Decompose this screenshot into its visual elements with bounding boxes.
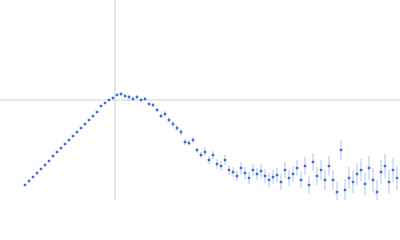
data-point <box>167 118 171 122</box>
data-point <box>239 166 243 170</box>
data-point <box>203 150 207 154</box>
data-point <box>79 126 83 130</box>
data-point <box>267 178 271 182</box>
data-point <box>99 104 103 108</box>
data-point <box>143 97 147 101</box>
data-point <box>279 180 283 184</box>
data-point <box>163 112 167 116</box>
data-point <box>375 190 379 194</box>
data-point <box>31 175 35 179</box>
data-point <box>223 158 227 162</box>
data-point <box>331 178 335 182</box>
data-point <box>311 160 315 164</box>
data-point <box>107 98 111 102</box>
data-point <box>179 130 183 134</box>
data-point <box>247 176 251 180</box>
data-point <box>191 138 195 142</box>
data-point <box>27 179 31 183</box>
data-point <box>259 169 263 173</box>
data-point <box>135 95 139 99</box>
data-point <box>175 126 179 130</box>
data-point <box>343 188 347 192</box>
data-point <box>95 110 99 114</box>
data-point <box>43 163 47 167</box>
data-point <box>355 172 359 176</box>
data-point <box>67 138 71 142</box>
data-point <box>199 153 203 157</box>
data-point <box>187 141 191 145</box>
data-point <box>387 180 391 184</box>
data-point <box>127 95 131 99</box>
data-point <box>75 130 79 134</box>
data-point <box>211 153 215 157</box>
data-point <box>231 170 235 174</box>
data-point <box>371 178 375 182</box>
data-point <box>171 122 175 126</box>
data-point <box>243 171 247 175</box>
data-point <box>147 102 151 106</box>
data-point <box>367 166 371 170</box>
data-point <box>395 176 399 180</box>
data-point <box>47 159 51 163</box>
data-point <box>23 183 27 187</box>
data-point <box>87 118 91 122</box>
data-point <box>151 103 155 107</box>
data-point <box>227 168 231 172</box>
data-point <box>139 98 143 102</box>
data-point <box>195 148 199 152</box>
data-point <box>315 174 319 178</box>
data-point <box>159 114 163 118</box>
data-point <box>347 176 351 180</box>
data-point <box>63 142 67 146</box>
data-point <box>335 190 339 194</box>
data-point <box>307 183 311 187</box>
data-point <box>359 168 363 172</box>
data-point <box>91 114 95 118</box>
data-point <box>71 134 75 138</box>
data-point <box>275 173 279 177</box>
data-point <box>219 164 223 168</box>
data-point <box>35 171 39 175</box>
data-point <box>319 168 323 172</box>
data-point <box>287 176 291 180</box>
data-point <box>327 164 331 168</box>
data-point <box>51 154 55 158</box>
data-point <box>155 108 159 112</box>
data-point <box>215 162 219 166</box>
data-point <box>115 93 119 97</box>
data-point <box>299 178 303 182</box>
data-point <box>207 158 211 162</box>
data-point <box>39 167 43 171</box>
data-point <box>83 122 87 126</box>
data-point <box>303 164 307 168</box>
data-point <box>379 170 383 174</box>
data-point <box>251 168 255 172</box>
data-point <box>235 174 239 178</box>
data-point <box>339 148 343 152</box>
data-point <box>271 175 275 179</box>
data-point <box>351 180 355 184</box>
data-point <box>363 182 367 186</box>
data-point <box>55 150 59 154</box>
data-point <box>383 164 387 168</box>
data-point <box>391 168 395 172</box>
data-point <box>131 97 135 101</box>
data-point <box>103 101 107 105</box>
data-point <box>283 168 287 172</box>
data-point <box>119 92 123 96</box>
data-point <box>255 172 259 176</box>
data-point <box>111 96 115 100</box>
data-point <box>323 178 327 182</box>
data-point <box>123 94 127 98</box>
data-point <box>291 172 295 176</box>
data-point <box>263 174 267 178</box>
data-point <box>295 166 299 170</box>
data-point <box>59 146 63 150</box>
data-point <box>183 140 187 144</box>
chart <box>0 0 400 200</box>
